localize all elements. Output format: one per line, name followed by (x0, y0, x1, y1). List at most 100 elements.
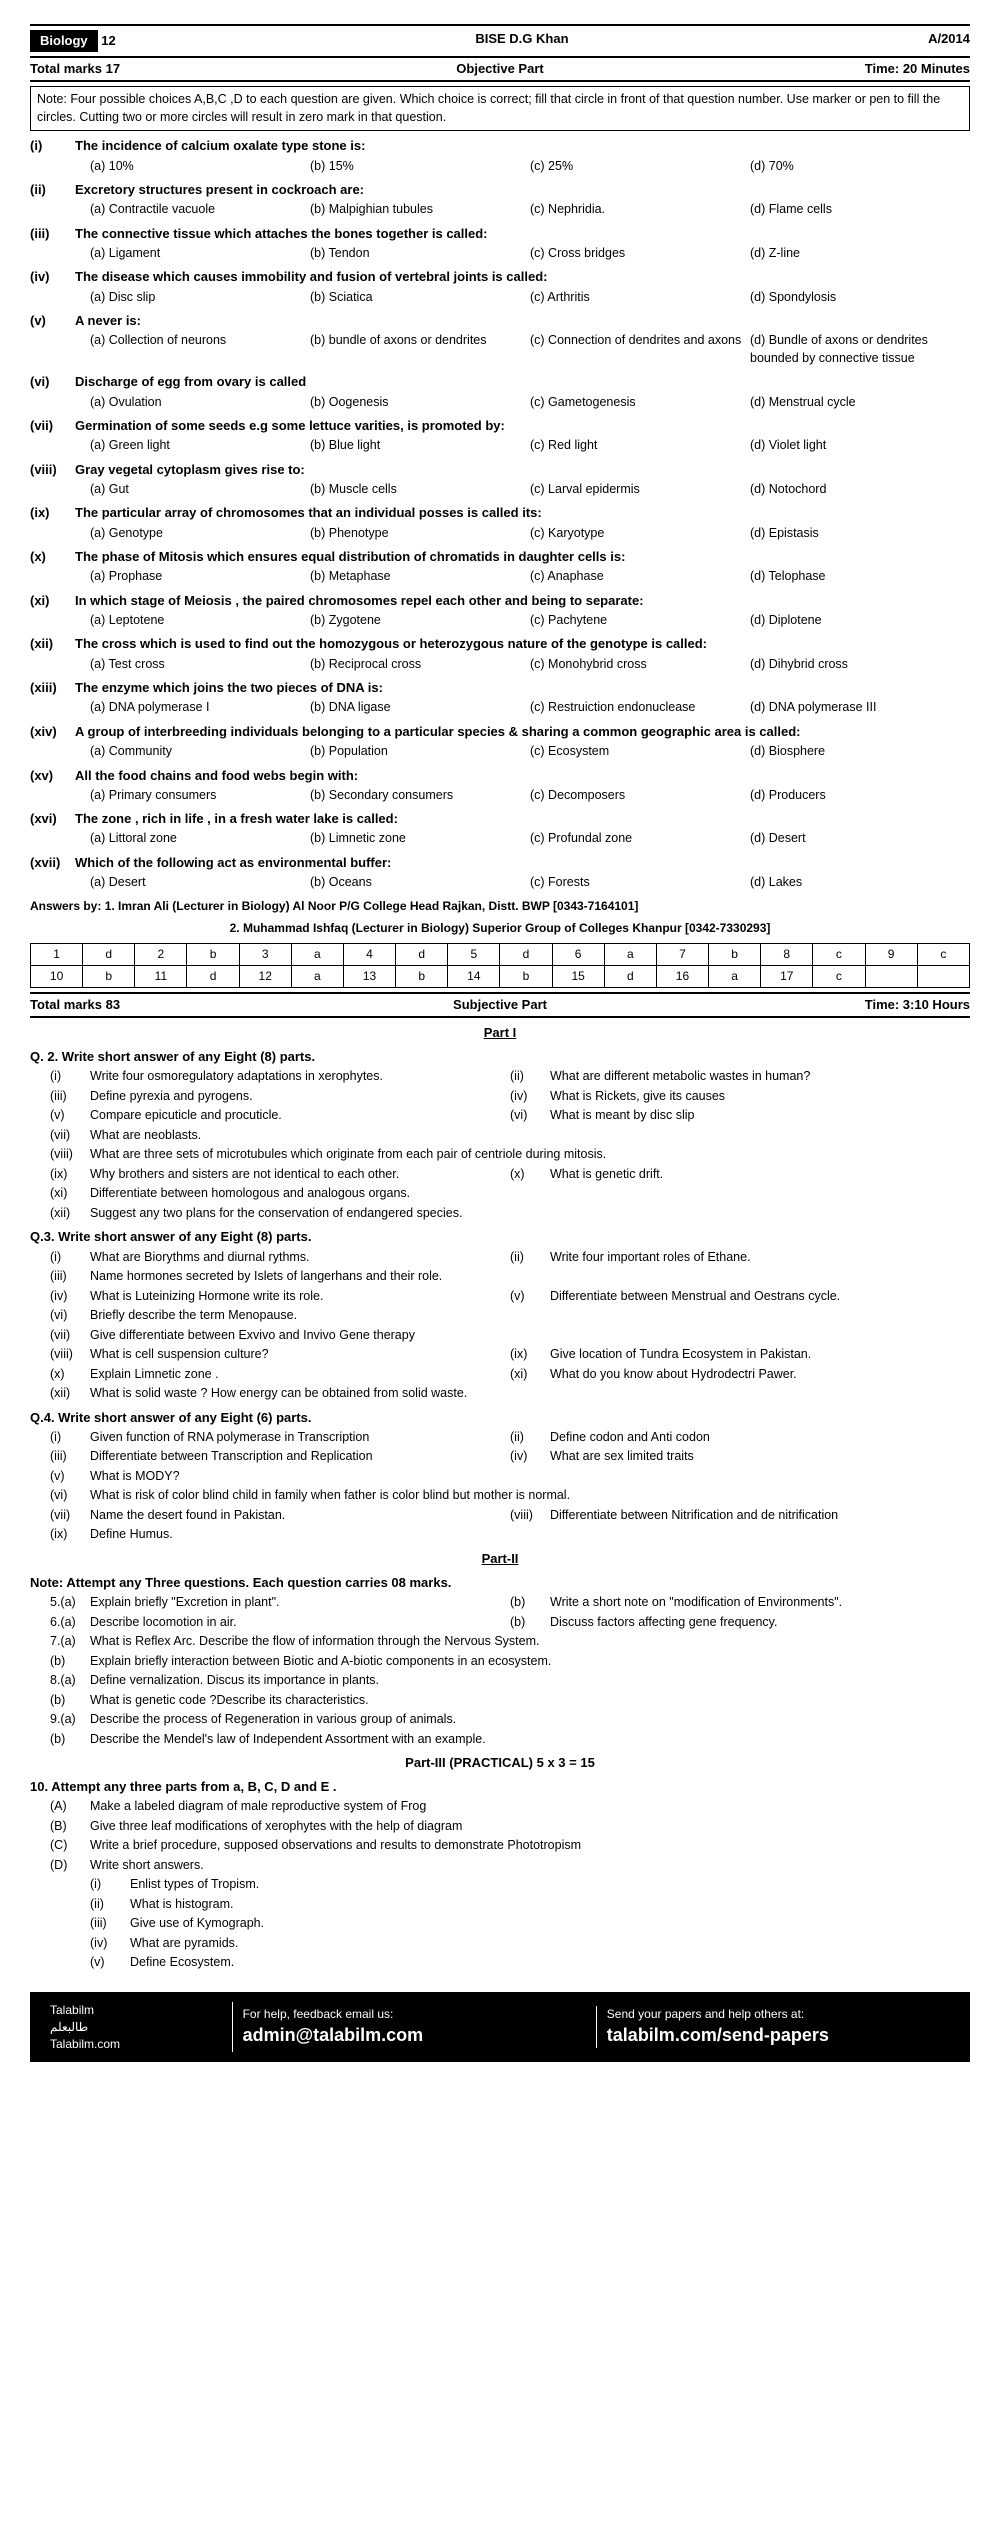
mcq-option: (b) Blue light (310, 437, 530, 455)
sub-question: (i)What are Biorythms and diurnal rythms… (50, 1249, 970, 1267)
mcq-options: (a) Desert(b) Oceans(c) Forests(d) Lakes (90, 874, 970, 892)
mcq-num: (xvii) (30, 854, 75, 872)
sub-text: Explain briefly interaction between Biot… (90, 1653, 970, 1671)
practical-part: (D)Write short answers. (50, 1857, 970, 1875)
sub-text: Give differentiate between Exvivo and In… (90, 1327, 970, 1345)
subpart-num: (ii) (90, 1896, 130, 1914)
mcq-num: (xvi) (30, 810, 75, 828)
mcq-option: (d) Dihybrid cross (750, 656, 970, 674)
answer-cell: 15 (552, 965, 604, 987)
sub-text: What are three sets of microtubules whic… (90, 1146, 970, 1164)
answer-cell: 14 (448, 965, 500, 987)
q10-head: 10. Attempt any three parts from a, B, C… (30, 1778, 970, 1796)
sub-question: (iii)Define pyrexia and pyrogens.(iv)Wha… (50, 1088, 970, 1106)
mcq-question: (xv)All the food chains and food webs be… (30, 767, 970, 785)
mcq-options: (a) Gut(b) Muscle cells(c) Larval epider… (90, 481, 970, 499)
mcq-text: A group of interbreeding individuals bel… (75, 723, 970, 741)
sub-question: (vi)Briefly describe the term Menopause. (50, 1307, 970, 1325)
sub-text: Define Humus. (90, 1526, 970, 1544)
sub-title: Subjective Part (453, 997, 547, 1012)
q4-head: Q.4. Write short answer of any Eight (6)… (30, 1409, 970, 1427)
mcq-option: (d) 70% (750, 158, 970, 176)
mcq-option: (a) Disc slip (90, 289, 310, 307)
subpart-num: (i) (90, 1876, 130, 1894)
mcq-option: (c) Anaphase (530, 568, 750, 586)
answer-cell: 16 (656, 965, 708, 987)
mcq-options: (a) Collection of neurons(b) bundle of a… (90, 332, 970, 367)
page-footer: Talabilm طالبعلم Talabilm.com For help, … (30, 1992, 970, 2062)
mcq-question: (xvii)Which of the following act as envi… (30, 854, 970, 872)
sub-text: What is risk of color blind child in fam… (90, 1487, 970, 1505)
subpart-text: What is histogram. (130, 1896, 970, 1914)
part-text: Write short answers. (90, 1857, 970, 1875)
mcq-option: (d) DNA polymerase III (750, 699, 970, 717)
mcq-num: (xii) (30, 635, 75, 653)
mcq-options: (a) Primary consumers(b) Secondary consu… (90, 787, 970, 805)
mcq-option: (c) Monohybrid cross (530, 656, 750, 674)
sub-num: (ii) (510, 1249, 550, 1267)
answer-cell (865, 965, 917, 987)
footer-brand2: طالبعلم (50, 2019, 222, 2036)
answer-credit-1: Answers by: 1. Imran Ali (Lecturer in Bi… (30, 898, 970, 915)
mcq-question: (iii)The connective tissue which attache… (30, 225, 970, 243)
sub-num: (i) (50, 1068, 90, 1086)
mcq-option: (b) Oogenesis (310, 394, 530, 412)
sub-text: What is Rickets, give its causes (550, 1088, 970, 1106)
sub-num: (ix) (50, 1166, 90, 1184)
part-num: (B) (50, 1818, 90, 1836)
paper-header: Biology 12 BISE D.G Khan A/2014 (30, 30, 970, 52)
mcq-num: (ii) (30, 181, 75, 199)
mcq-num: (xi) (30, 592, 75, 610)
board: BISE D.G Khan (475, 30, 568, 52)
mcq-option: (d) Spondylosis (750, 289, 970, 307)
answer-cell: 11 (135, 965, 187, 987)
sub-text: Name the desert found in Pakistan. (90, 1507, 510, 1525)
mcq-option: (a) Prophase (90, 568, 310, 586)
mcq-option: (c) Forests (530, 874, 750, 892)
sub-num: 7.(a) (50, 1633, 90, 1651)
subpart-text: Define Ecosystem. (130, 1954, 970, 1972)
mcq-question: (vii)Germination of some seeds e.g some … (30, 417, 970, 435)
sub-num: (b) (50, 1731, 90, 1749)
objective-bar: Total marks 17 Objective Part Time: 20 M… (30, 56, 970, 82)
sub-text: Differentiate between Menstrual and Oest… (550, 1288, 970, 1306)
sub-num: (viii) (50, 1346, 90, 1364)
mcq-options: (a) Green light(b) Blue light(c) Red lig… (90, 437, 970, 455)
sub-num: (vii) (50, 1327, 90, 1345)
mcq-option: (b) Zygotene (310, 612, 530, 630)
sub-text: What are neoblasts. (90, 1127, 970, 1145)
mcq-question: (iv)The disease which causes immobility … (30, 268, 970, 286)
sub-num: (iv) (50, 1288, 90, 1306)
sub-question: (x)Explain Limnetic zone .(xi)What do yo… (50, 1366, 970, 1384)
mcq-option: (d) Biosphere (750, 743, 970, 761)
sub-num: (iii) (50, 1268, 90, 1286)
answer-cell: 4 (343, 944, 395, 966)
answer-cell: b (187, 944, 239, 966)
year: A/2014 (928, 30, 970, 52)
answer-cell: 5 (448, 944, 500, 966)
part-num: (C) (50, 1837, 90, 1855)
sub-num: (vi) (50, 1307, 90, 1325)
mcq-option: (c) Restruiction endonuclease (530, 699, 750, 717)
mcq-options: (a) Ligament(b) Tendon(c) Cross bridges(… (90, 245, 970, 263)
sub-text: What is meant by disc slip (550, 1107, 970, 1125)
sub-text: What is Reflex Arc. Describe the flow of… (90, 1633, 970, 1651)
sub-num: (vi) (50, 1487, 90, 1505)
mcq-option: (a) Test cross (90, 656, 310, 674)
mcq-num: (iii) (30, 225, 75, 243)
mcq-option: (b) Limnetic zone (310, 830, 530, 848)
sub-num: (xi) (510, 1366, 550, 1384)
part-text: Give three leaf modifications of xerophy… (90, 1818, 970, 1836)
answer-cell: c (917, 944, 969, 966)
sub-text: Define codon and Anti codon (550, 1429, 970, 1447)
q2-items: (i)Write four osmoregulatory adaptations… (30, 1068, 970, 1222)
sub-question: 8.(a)Define vernalization. Discus its im… (50, 1672, 970, 1690)
sub-num: 9.(a) (50, 1711, 90, 1729)
part3-label: Part-III (PRACTICAL) 5 x 3 = 15 (30, 1754, 970, 1772)
mcq-options: (a) Ovulation(b) Oogenesis(c) Gametogene… (90, 394, 970, 412)
mcq-option: (c) Arthritis (530, 289, 750, 307)
mcq-option: (a) Community (90, 743, 310, 761)
mcq-option: (d) Epistasis (750, 525, 970, 543)
sub-question: (iv)What is Luteinizing Hormone write it… (50, 1288, 970, 1306)
mcq-option: (a) Primary consumers (90, 787, 310, 805)
